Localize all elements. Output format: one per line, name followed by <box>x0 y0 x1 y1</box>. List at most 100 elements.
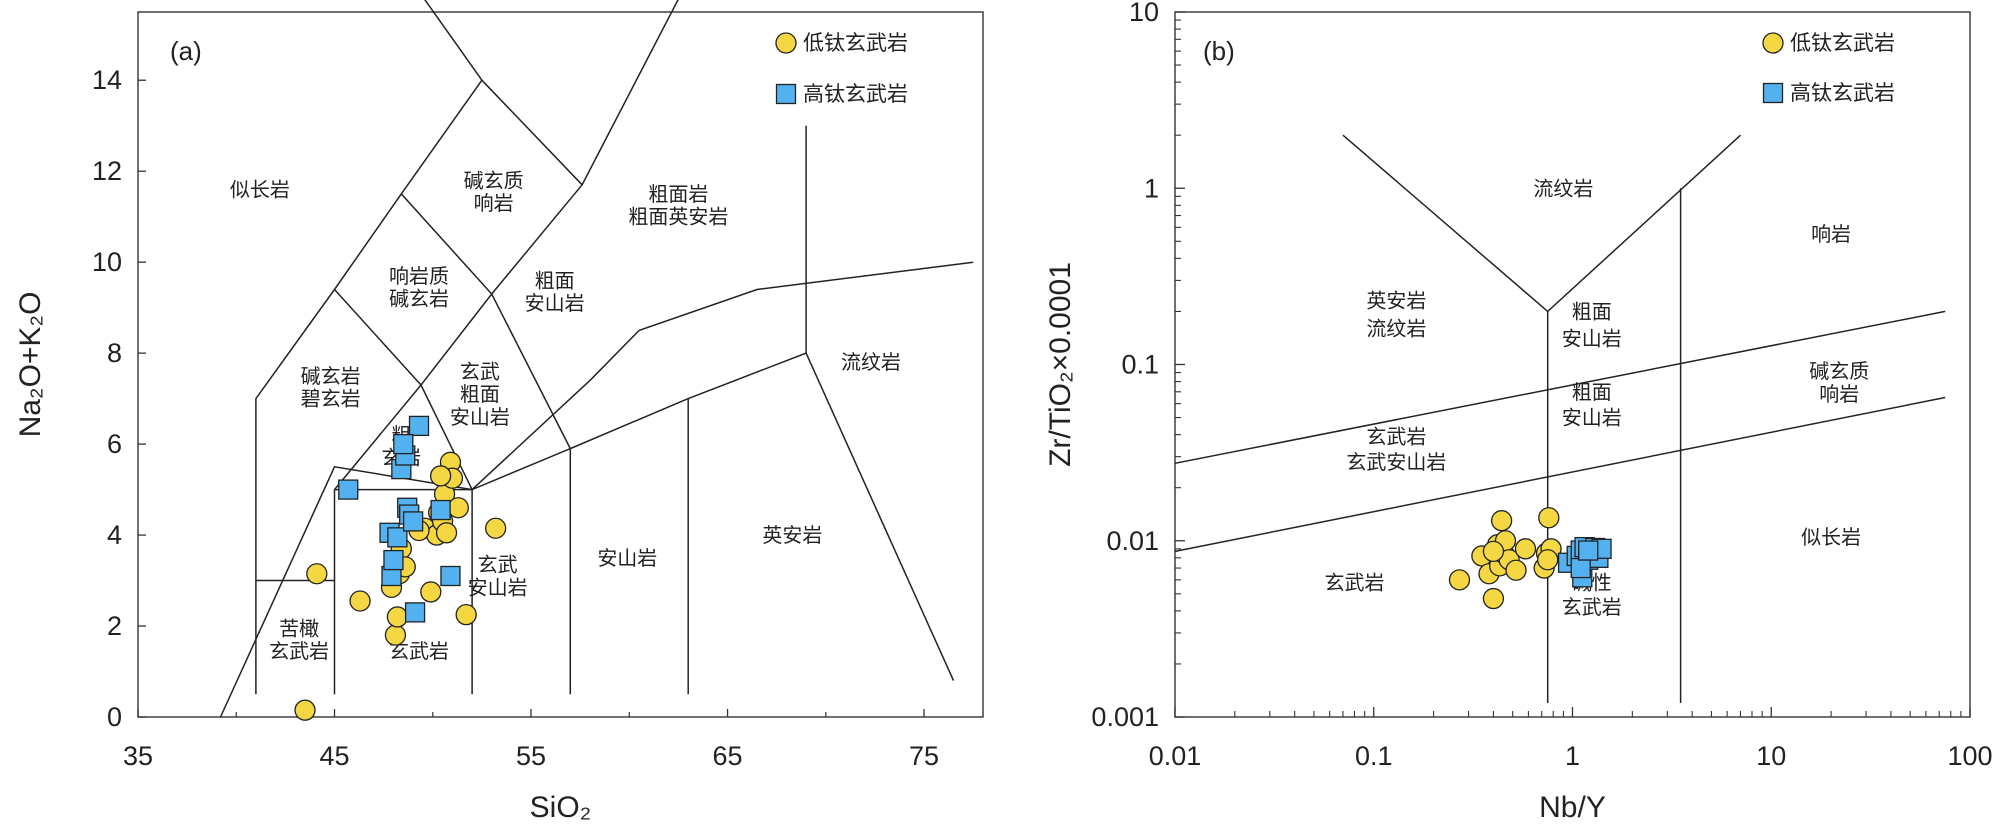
field-label-b: 粗面 <box>1572 299 1612 323</box>
x-tick-label-a: 55 <box>516 741 546 771</box>
data-point-low-ti-b <box>1505 559 1527 581</box>
x-tick-label-b: 0.1 <box>1355 741 1393 771</box>
x-tick-label-a: 65 <box>713 741 743 771</box>
data-point-low-ti-a <box>386 606 409 628</box>
field-boundary-b-4 <box>1174 310 1946 465</box>
data-point-low-ti-a <box>435 522 458 544</box>
field-label-b: 玄武岩 <box>1562 595 1622 619</box>
x-tick-label-b: 10 <box>1756 741 1786 771</box>
legend-marker-low-ti-a <box>775 32 797 54</box>
y-tick-label-a: 0 <box>107 702 122 732</box>
field-boundary-b-5 <box>1174 396 1946 553</box>
y-tick-label-a: 2 <box>107 611 122 641</box>
field-label-b: 响岩 <box>1811 222 1851 246</box>
y-tick-label-a: 10 <box>92 247 122 277</box>
plot-frame-a <box>137 11 984 718</box>
data-point-high-ti-a <box>387 527 408 548</box>
field-label-b: 响岩 <box>1819 382 1859 406</box>
y-tick-label-a: 12 <box>92 156 122 186</box>
legend-marker-high-ti-b <box>1762 82 1784 104</box>
field-label-a: 安山岩 <box>525 291 585 315</box>
field-label-a: 安山岩 <box>468 575 528 599</box>
data-point-low-ti-b <box>1490 510 1513 532</box>
legend-marker-low-ti-b <box>1762 32 1784 54</box>
field-label-b: 玄武安山岩 <box>1346 450 1446 474</box>
field-boundary-a-3 <box>333 184 583 387</box>
field-label-a: 粗面 <box>535 268 575 292</box>
panel-label-a: (a) <box>170 36 202 66</box>
field-boundary-a-11 <box>219 261 974 718</box>
field-label-a: 玄武岩 <box>269 639 329 663</box>
chart-b-zr-ti-nb-y-diagram: 0.01 0.1 1 10 100 0.001 0.01 0.1 1 10 Nb/Y Zr/TiO₂×… <box>1044 0 1993 824</box>
y-tick-label-b: 1 <box>1144 173 1159 203</box>
data-point-high-ti-a <box>402 511 424 532</box>
data-point-high-ti-a <box>430 499 451 521</box>
data-point-high-ti-a <box>338 479 359 500</box>
field-label-a: 苦橄 <box>279 616 319 640</box>
data-point-low-ti-b <box>1537 549 1559 571</box>
field-boundary-a-5 <box>333 383 474 491</box>
y-axis-label-b: Zr/TiO₂×0.0001 <box>1044 262 1077 467</box>
legend-marker-high-ti-a <box>775 83 797 105</box>
data-point-low-ti-a <box>447 497 469 519</box>
field-label-a: 碱玄岩 <box>389 287 449 311</box>
data-point-low-ti-b <box>1538 507 1560 529</box>
field-label-a: 碱玄质 <box>464 168 524 192</box>
data-point-low-ti-a <box>384 624 407 646</box>
field-label-a: 安山岩 <box>597 546 657 570</box>
field-label-a: 粗面 <box>460 382 500 406</box>
y-axis-label-a: Na₂O+K₂O <box>14 292 47 438</box>
field-label-b: 流纹岩 <box>1533 176 1593 200</box>
data-point-high-ti-a <box>440 565 461 587</box>
y-tick-label-b: 0.001 <box>1091 702 1159 732</box>
field-label-a: 英安岩 <box>762 523 822 547</box>
data-point-low-ti-b <box>1514 538 1537 560</box>
field-boundary-a-6 <box>471 447 572 695</box>
field-boundary-a-4 <box>400 125 807 450</box>
data-point-high-ti-a <box>383 549 404 571</box>
data-point-low-ti-a <box>420 581 442 603</box>
data-point-low-ti-a <box>306 563 328 585</box>
x-tick-label-b: 0.01 <box>1149 741 1202 771</box>
field-label-b: 安山岩 <box>1562 327 1622 351</box>
data-point-high-ti-a <box>404 602 426 623</box>
field-label-a: 安山岩 <box>450 405 510 429</box>
legend-label-high-ti-b: 高钛玄武岩 <box>1790 81 1895 105</box>
field-boundary-a-8 <box>805 352 955 681</box>
data-point-high-ti-a <box>393 433 414 455</box>
field-label-b: 英安岩 <box>1366 289 1426 313</box>
data-point-high-ti-b <box>1570 557 1591 579</box>
legend-label-low-ti-a: 低钛玄武岩 <box>803 31 908 55</box>
data-point-low-ti-a <box>349 590 371 612</box>
chart-a-tas-diagram: 35 45 55 65 7502468101214SiO₂Na₂O+K₂O(a)似长岩碱… <box>14 0 984 824</box>
field-label-a: 似长岩 <box>230 177 290 201</box>
panel-label-b: (b) <box>1203 36 1235 66</box>
data-point-low-ti-a <box>485 517 507 539</box>
data-point-low-ti-a <box>294 699 316 721</box>
field-label-b: 似长岩 <box>1801 525 1861 549</box>
y-tick-label-b: 0.1 <box>1121 350 1159 380</box>
field-label-a: 玄武 <box>460 359 500 383</box>
field-label-b: 流纹岩 <box>1366 317 1426 341</box>
y-tick-label-b: 10 <box>1129 0 1159 27</box>
field-label-a: 响岩 <box>474 191 514 215</box>
data-point-low-ti-b <box>1482 540 1505 563</box>
field-label-b: 粗面 <box>1572 380 1612 404</box>
field-label-a: 粗面岩 <box>648 182 708 206</box>
field-boundary-a-9 <box>424 0 483 81</box>
field-label-b: 玄武岩 <box>1324 570 1384 594</box>
x-tick-label-b: 1 <box>1565 741 1580 771</box>
field-label-a: 流纹岩 <box>841 350 901 374</box>
field-label-a: 玄武 <box>478 553 518 577</box>
y-tick-label-a: 14 <box>92 65 122 95</box>
data-point-high-ti-b <box>1578 540 1599 561</box>
legend-label-low-ti-b: 低钛玄武岩 <box>1790 31 1895 55</box>
y-tick-label-a: 6 <box>107 429 122 459</box>
field-label-a: 响岩质 <box>389 264 449 288</box>
legend-label-high-ti-a: 高钛玄武岩 <box>803 82 908 106</box>
data-point-low-ti-a <box>429 465 452 487</box>
y-tick-label-b: 0.01 <box>1106 526 1159 556</box>
field-label-b: 玄武岩 <box>1366 425 1426 449</box>
x-axis-label-a: SiO₂ <box>530 791 592 824</box>
